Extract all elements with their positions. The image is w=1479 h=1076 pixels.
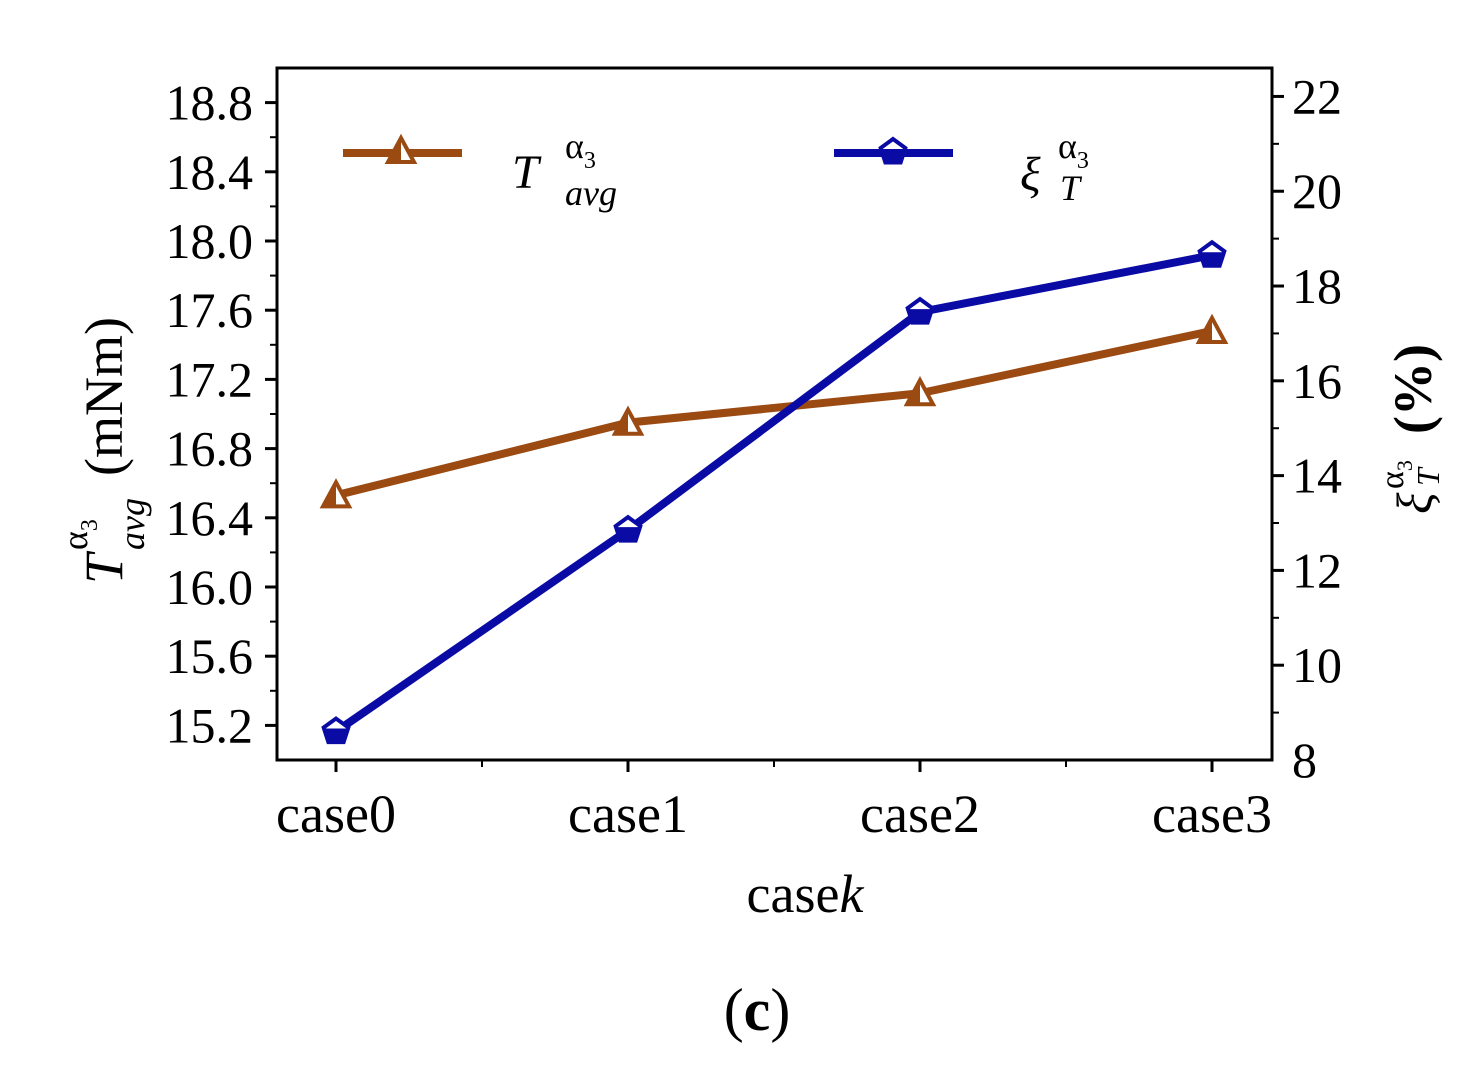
panel-label: (c) xyxy=(724,977,791,1043)
legend-ripple-superscript: α3 xyxy=(1058,126,1089,174)
legend-label-torque: T xyxy=(512,146,542,199)
left-tick-label: 16.4 xyxy=(166,490,254,546)
left-axis-ticks: 15.2 15.6 16.0 16.4 16.8 17.2 17.6 18.0 18.4 18.8 xyxy=(166,75,277,753)
left-tick-label: 17.6 xyxy=(166,282,254,338)
right-axis-title-superscript: α3 xyxy=(1374,460,1417,489)
x-axis-title: casek xyxy=(747,864,865,924)
right-axis-title-symbol: ξ xyxy=(1386,492,1442,514)
x-tick-label: case1 xyxy=(568,784,688,844)
triangle-marker xyxy=(384,133,418,165)
legend-swatch-torque xyxy=(343,133,462,165)
right-axis-title-subscript: T xyxy=(1410,466,1446,486)
left-tick-label: 16.8 xyxy=(166,421,254,477)
pentagon-marker xyxy=(1197,239,1227,268)
x-tick-label: case0 xyxy=(276,784,396,844)
right-tick-label: 22 xyxy=(1292,68,1342,124)
triangle-marker xyxy=(319,478,353,509)
left-tick-label: 17.2 xyxy=(166,351,254,407)
right-tick-label: 18 xyxy=(1292,258,1342,314)
legend-torque-subscript: avg xyxy=(565,173,617,213)
right-tick-label: 16 xyxy=(1292,353,1342,409)
left-tick-label: 15.6 xyxy=(166,628,254,684)
triangle-marker xyxy=(903,376,937,407)
legend-ripple-symbol: ξ xyxy=(1020,148,1041,201)
left-tick-label: 18.4 xyxy=(166,144,254,200)
series-line-ripple xyxy=(333,251,1213,735)
pentagon-marker xyxy=(321,716,351,745)
left-axis-title-symbol: T xyxy=(74,550,134,584)
left-axis-title: T α3 avg (mNm) xyxy=(55,317,152,584)
triangle-marker xyxy=(1195,313,1229,345)
x-axis-ticks: case0 case1 case2 case3 xyxy=(276,760,1272,844)
right-axis-title: ξ α3 T (%) xyxy=(1374,344,1446,514)
plot-frame xyxy=(275,66,1274,762)
right-tick-label: 20 xyxy=(1292,163,1342,219)
x-tick-label: case3 xyxy=(1152,784,1272,844)
left-axis-title-subscript: avg xyxy=(112,498,152,550)
right-axis-ticks: 8 10 12 14 16 18 20 22 xyxy=(1272,68,1342,788)
left-tick-label: 18.8 xyxy=(166,75,254,131)
pentagon-marker xyxy=(613,514,643,543)
legend-swatch-ripple xyxy=(834,136,953,165)
right-tick-label: 14 xyxy=(1292,448,1342,504)
legend-item-torque: T α3 avg xyxy=(343,126,617,213)
pentagon-marker xyxy=(878,136,908,165)
x-tick-label: case2 xyxy=(860,784,980,844)
left-tick-label: 15.2 xyxy=(166,697,254,753)
left-tick-label: 16.0 xyxy=(166,559,254,615)
legend-ripple-subscript: T xyxy=(1060,168,1083,208)
pentagon-marker xyxy=(905,296,935,325)
series-layer xyxy=(319,239,1229,745)
right-tick-label: 12 xyxy=(1292,542,1342,598)
left-tick-label: 18.0 xyxy=(166,213,254,269)
legend-torque-superscript: α3 xyxy=(565,126,596,174)
right-tick-label: 10 xyxy=(1292,637,1342,693)
legend-item-ripple: ξ α3 T xyxy=(834,126,1089,208)
series-line-torque xyxy=(335,327,1213,500)
right-tick-label: 8 xyxy=(1292,732,1317,788)
left-axis-title-superscript: α3 xyxy=(55,519,103,550)
left-axis-title-unit: (mNm) xyxy=(74,317,134,476)
right-axis-title-unit: (%) xyxy=(1383,344,1443,434)
legend-torque-symbol: T xyxy=(512,146,542,199)
triangle-marker xyxy=(611,405,645,436)
legend: T α3 avg ξ α3 T xyxy=(343,126,1089,213)
